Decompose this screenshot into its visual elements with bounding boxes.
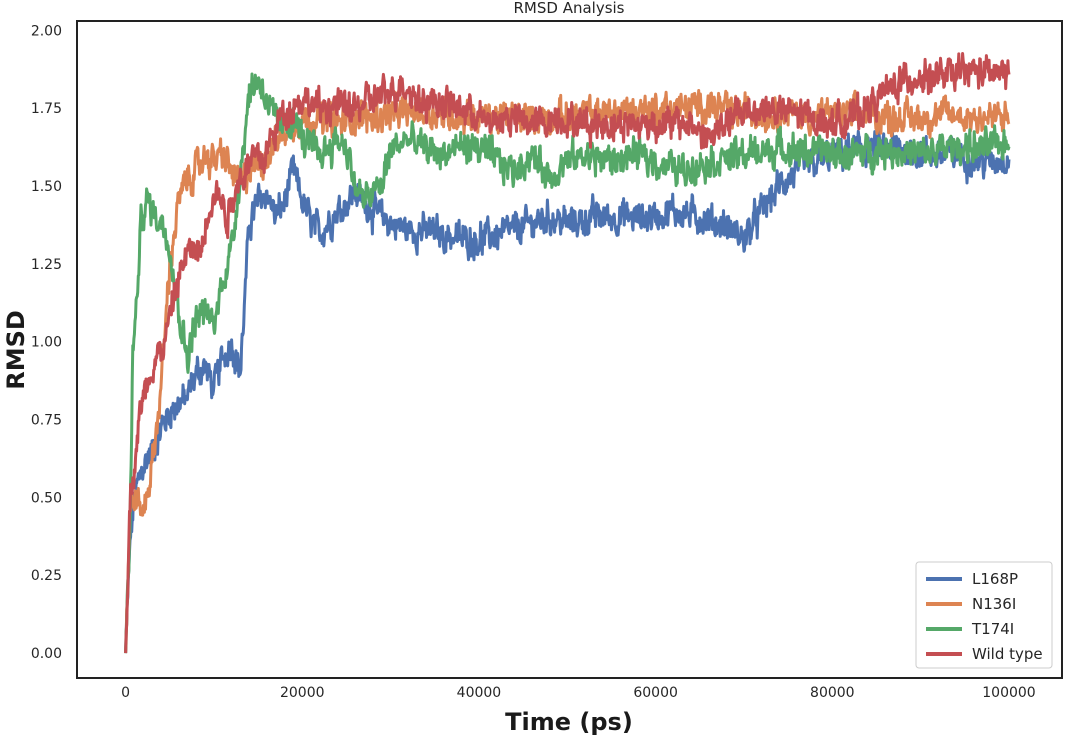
x-axis-label: Time (ps): [505, 708, 633, 736]
x-tick-label: 40000: [457, 685, 502, 701]
y-tick-label: 2.00: [31, 23, 62, 39]
y-tick-label: 1.50: [31, 179, 62, 195]
x-tick-label: 0: [121, 685, 130, 701]
y-tick-label: 1.75: [31, 101, 62, 117]
y-tick-labels: 0.00 0.25 0.50 0.75 1.00 1.25 1.50 1.75 2.00: [31, 23, 62, 662]
legend-label: Wild type: [972, 645, 1043, 663]
x-tick-label: 80000: [810, 685, 855, 701]
legend-label: L168P: [972, 570, 1018, 588]
chart-title: RMSD Analysis: [513, 0, 624, 17]
series-line-t174i: [124, 72, 1011, 654]
y-tick-label: 0.25: [31, 568, 62, 584]
legend-label: N136I: [972, 595, 1016, 613]
y-tick-label: 0.75: [31, 413, 62, 429]
y-tick-label: 0.50: [31, 490, 62, 506]
legend-label: T174I: [971, 620, 1014, 638]
x-tick-label: 20000: [280, 685, 325, 701]
series-line-l168p: [124, 128, 1011, 654]
y-tick-label: 1.00: [31, 335, 62, 351]
y-axis-label: RMSD: [2, 310, 30, 390]
legend: L168P N136I T174I Wild type: [915, 561, 1053, 669]
x-tick-label: 60000: [633, 685, 678, 701]
legend-box: [915, 561, 1053, 669]
y-tick-label: 0.00: [31, 646, 62, 662]
x-tick-labels: 0 20000 40000 60000 80000 100000: [121, 685, 1036, 701]
y-tick-label: 1.25: [31, 257, 62, 273]
x-tick-label: 100000: [982, 685, 1035, 701]
series-line-wild-type: [124, 52, 1011, 654]
series-line-n136i: [124, 89, 1011, 654]
series-layer: [124, 52, 1011, 654]
plot-frame: [76, 20, 1063, 679]
